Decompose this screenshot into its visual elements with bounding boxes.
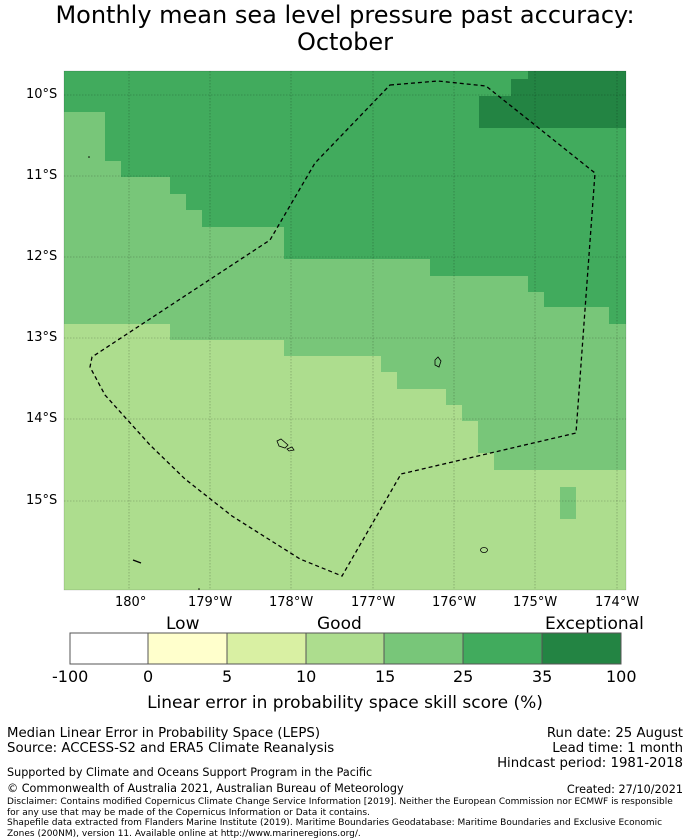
island — [286, 446, 295, 452]
footer-support: Supported by Climate and Oceans Support … — [7, 766, 373, 779]
colorbar-segment-25-35 — [462, 632, 543, 665]
region-35-100 — [479, 71, 626, 128]
colorbar-segment-low — [69, 632, 149, 665]
lat-label: 10°S — [26, 87, 58, 102]
chart-title-line2: October — [296, 28, 394, 56]
colorbar-category-good: Good — [317, 614, 362, 634]
footer-source: Source: ACCESS-S2 and ERA5 Climate Reana… — [7, 741, 335, 756]
island — [198, 588, 200, 590]
shapefile-credit: Shapefile data extracted from Flanders M… — [7, 818, 663, 839]
colorbar-tick: -100 — [52, 667, 89, 686]
colorbar-tick: 35 — [532, 667, 553, 686]
lat-label: 12°S — [26, 249, 58, 264]
skill-map — [63, 70, 627, 665]
lon-label: 176°W — [432, 595, 477, 610]
lon-label: 180° — [115, 595, 147, 610]
colorbar-segment-35-100 — [541, 632, 622, 665]
colorbar-segment-5-10 — [226, 632, 307, 665]
footer-disclaimer: Disclaimer: Contains modified Copernicus… — [7, 797, 687, 839]
lat-label: 14°S — [26, 411, 58, 426]
island — [434, 356, 442, 368]
colorbar-tick: 25 — [453, 667, 474, 686]
map-panel — [63, 70, 627, 591]
colorbar-tick: 10 — [296, 667, 317, 686]
lat-label: 13°S — [26, 330, 58, 345]
colorbar-tick: 0 — [143, 667, 154, 686]
island — [480, 547, 488, 553]
lat-label: 11°S — [26, 168, 58, 183]
footer-method: Median Linear Error in Probability Space… — [7, 726, 321, 741]
colorbar-category-low: Low — [166, 614, 200, 634]
lon-label: 175°W — [513, 595, 558, 610]
colorbar-tick: 15 — [375, 667, 396, 686]
lon-label: 178°W — [269, 595, 314, 610]
footer-copyright: © Commonwealth of Australia 2021, Austra… — [7, 782, 404, 795]
footer-hindcast: Hindcast period: 1981-2018 — [497, 756, 683, 771]
colorbar-segment-0-5 — [147, 632, 228, 665]
region-15-25-islet — [560, 487, 576, 519]
colorbar-title: Linear error in probability space skill … — [147, 693, 543, 713]
lon-label: 177°W — [351, 595, 396, 610]
chart-title-line1: Monthly mean sea level pressure past acc… — [55, 1, 635, 29]
colorbar — [69, 632, 622, 665]
region-25-35 — [64, 71, 626, 324]
colorbar-tick: 5 — [222, 667, 233, 686]
footer-lead-time: Lead time: 1 month — [552, 741, 683, 756]
eez-boundary — [89, 80, 596, 577]
colorbar-category-exceptional: Exceptional — [545, 614, 644, 634]
island — [132, 559, 142, 564]
lat-label: 15°S — [26, 493, 58, 508]
gridlines — [64, 71, 626, 590]
lon-label: 179°W — [188, 595, 233, 610]
colorbar-tick: 100 — [606, 667, 637, 686]
colorbar-segment-10-15 — [305, 632, 385, 665]
island — [88, 156, 90, 158]
footer-created: Created: 27/10/2021 — [566, 783, 683, 796]
lon-label: 174°W — [595, 595, 640, 610]
island — [276, 438, 289, 449]
disclaimer-text: Disclaimer: Contains modified Copernicus… — [7, 797, 673, 818]
footer-run-date: Run date: 25 August — [546, 726, 683, 741]
colorbar-segment-15-25 — [383, 632, 464, 665]
